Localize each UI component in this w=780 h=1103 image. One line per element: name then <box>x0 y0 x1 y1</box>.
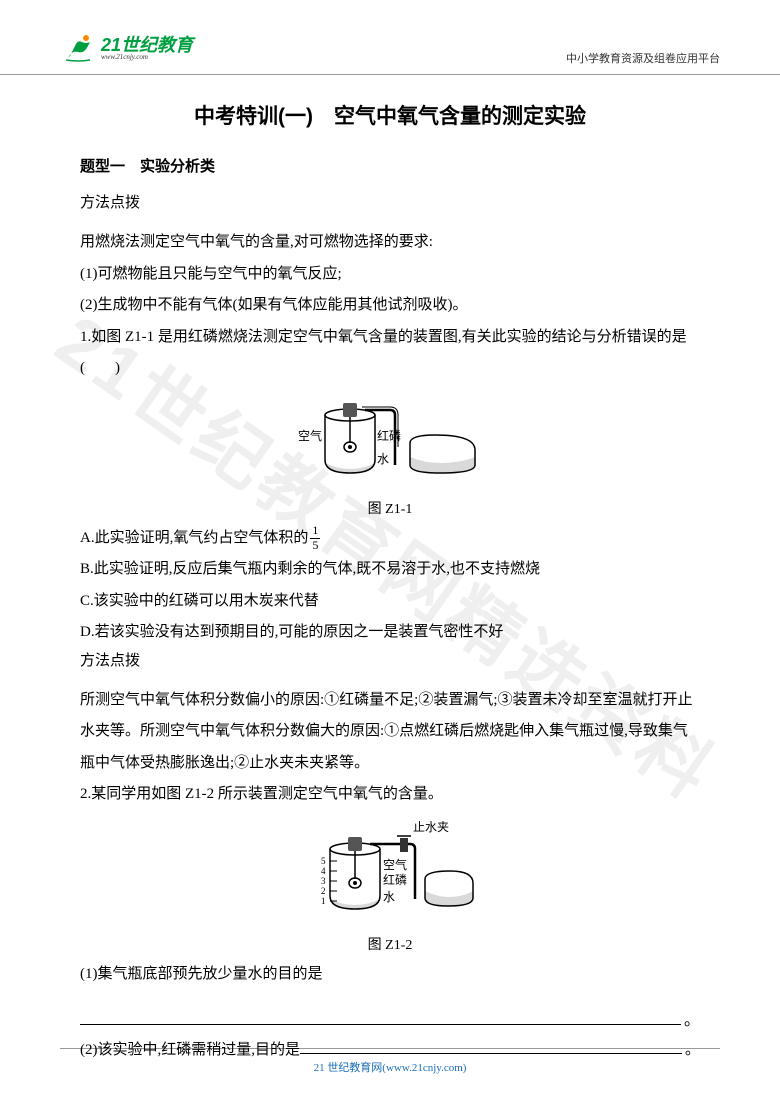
period-1: 。 <box>684 1006 700 1030</box>
option-a: A.此实验证明,氧气约占空气体积的15 <box>80 523 700 555</box>
page-title: 中考特训(一) 空气中氧气含量的测定实验 <box>80 100 700 130</box>
figure-2-container: 5 4 3 2 1 止水夹 空气 红磷 水 图 Z1-2 <box>80 821 700 954</box>
blank-answer-line-1 <box>80 1005 681 1025</box>
runner-logo-icon <box>60 30 96 66</box>
logo-text-block: 21世纪教育 www.21cnjy.com <box>101 36 193 61</box>
analysis-paragraph: 所测空气中氧气体积分数偏小的原因:①红磷量不足;②装置漏气;③装置未冷却至室温就… <box>80 685 700 780</box>
page-header: 21世纪教育 www.21cnjy.com 中小学教育资源及组卷应用平台 <box>0 0 780 75</box>
option-d: D.若该实验没有达到预期目的,可能的原因之一是装置气密性不好 <box>80 617 700 649</box>
fig2-label-air: 空气 <box>383 857 407 872</box>
svg-text:3: 3 <box>321 876 326 886</box>
logo-area: 21世纪教育 www.21cnjy.com <box>60 30 193 66</box>
question-1-text: 1.如图 Z1-1 是用红磷燃烧法测定空气中氧气含量的装置图,有关此实验的结论与… <box>80 322 700 385</box>
requirement-2: (2)生成物中不能有气体(如果有气体应能用其他试剂吸收)。 <box>80 290 700 322</box>
option-a-prefix: A.此实验证明,氧气约占空气体积的 <box>80 530 308 546</box>
blank-answer-line-2 <box>300 1039 682 1054</box>
section-header: 题型一 实验分析类 <box>80 155 700 176</box>
fig2-label-clamp: 止水夹 <box>413 821 449 834</box>
method-label-1: 方法点拨 <box>80 191 700 212</box>
svg-text:2: 2 <box>321 886 326 896</box>
header-right-text: 中小学教育资源及组卷应用平台 <box>566 50 720 66</box>
option-b: B.此实验证明,反应后集气瓶内剩余的气体,既不易溶于水,也不支持燃烧 <box>80 554 700 586</box>
svg-text:4: 4 <box>321 866 326 876</box>
svg-text:1: 1 <box>321 896 326 906</box>
requirement-1: (1)可燃物能且只能与空气中的氧气反应; <box>80 259 700 291</box>
fig1-label-air: 空气 <box>298 428 322 443</box>
question-2-sub2: (2)该实验中,红磷需稍过量,目的是 。 <box>80 1035 700 1067</box>
fraction-1-5: 15 <box>310 524 320 551</box>
svg-text:5: 5 <box>321 856 326 866</box>
logo-url-text: www.21cnjy.com <box>101 54 193 61</box>
fig2-label-phos: 红磷 <box>383 872 407 887</box>
figure-1-container: 空气 红磷 水 图 Z1-1 <box>80 395 700 518</box>
logo-main-text: 21世纪教育 <box>101 36 193 54</box>
figure-1-caption: 图 Z1-1 <box>80 498 700 518</box>
apparatus-diagram-1: 空气 红磷 水 <box>295 395 485 490</box>
fig1-label-water: 水 <box>377 452 389 466</box>
period-2: 。 <box>685 1035 700 1067</box>
q2-sub1-text: (1)集气瓶底部预先放少量水的目的是 <box>80 966 323 982</box>
method-label-2: 方法点拨 <box>80 649 700 670</box>
document-content: 中考特训(一) 空气中氧气含量的测定实验 题型一 实验分析类 方法点拨 用燃烧法… <box>0 75 780 1087</box>
fig1-label-phos: 红磷 <box>377 428 401 443</box>
question-2-text: 2.某同学用如图 Z1-2 所示装置测定空气中氧气的含量。 <box>80 779 700 811</box>
figure-2-caption: 图 Z1-2 <box>80 934 700 954</box>
fig2-label-water: 水 <box>383 890 395 904</box>
question-2-sub1: (1)集气瓶底部预先放少量水的目的是 <box>80 959 700 991</box>
intro-paragraph: 用燃烧法测定空气中氧气的含量,对可燃物选择的要求: <box>80 227 700 259</box>
option-c: C.该实验中的红磷可以用木炭来代替 <box>80 586 700 618</box>
q2-sub2-prefix: (2)该实验中,红磷需稍过量,目的是 <box>80 1035 300 1067</box>
apparatus-diagram-2: 5 4 3 2 1 止水夹 空气 红磷 水 <box>305 821 475 926</box>
